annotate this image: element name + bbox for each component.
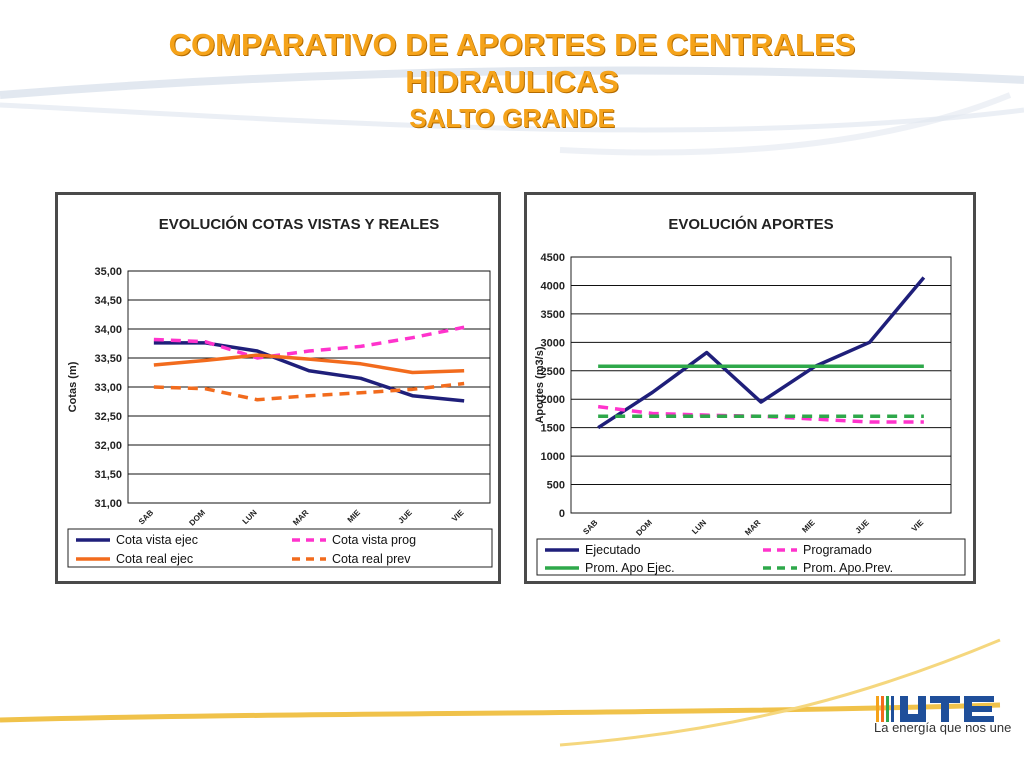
plot-area [570,256,952,514]
x-tick-label: MIE [800,518,817,535]
legend-label: Cota real ejec [116,552,193,566]
legend-label: Prom. Apo.Prev. [803,561,893,575]
legend-label: Cota vista prog [332,533,416,547]
y-tick-label: 33,50 [94,353,122,365]
page-title: COMPARATIVO DE APORTES DE CENTRALES [168,27,856,62]
y-tick-label: 1500 [541,423,565,435]
legend-label: Ejecutado [585,543,641,557]
y-tick-label: 3000 [541,337,565,349]
chart-panel-aportes: EVOLUCIÓN APORTES 0 500 1000 1500 2000 2500 300… [524,192,976,584]
y-axis-label: Cotas (m) [67,361,79,412]
legend-label: Cota vista ejec [116,533,198,547]
y-tick-label: 31,00 [94,498,122,510]
y-tick-label: 2000 [541,394,565,406]
ute-logo-mark [876,696,994,722]
series-line-programado [597,404,924,424]
chart-cotas: EVOLUCIÓN COTAS VISTAS Y REALES 31,00 31,5… [67,215,493,568]
chart-title: EVOLUCIÓN APORTES [668,215,833,233]
logo-tagline: La energía que nos une [874,720,1012,735]
x-tick-label: LUN [241,508,259,526]
y-tick-label: 4500 [541,252,565,264]
y-tick-label: 500 [547,480,565,492]
x-tick-label: MAR [743,518,762,537]
chart-aportes: EVOLUCIÓN APORTES 0 500 1000 1500 2000 2500 300… [534,215,966,576]
x-tick-label: LUN [690,518,708,536]
chart-panel-cotas: EVOLUCIÓN COTAS VISTAS Y REALES 31,00 31,5… [55,192,501,584]
y-tick-label: 32,00 [94,440,122,452]
series-line-cota-vista-prog [153,325,465,360]
x-tick-label: JUE [396,508,414,526]
page-subtitle: SALTO GRANDE [409,103,615,133]
series-line-cota-real-ejec [153,353,465,375]
y-tick-label: 32,50 [94,411,122,423]
y-tick-label: 31,50 [94,469,122,481]
legend-label: Cota real prev [332,552,411,566]
title-block: COMPARATIVO DE APORTES DE CENTRALES HIDR… [0,26,1024,136]
x-tick-label: SAB [137,508,155,526]
legend-box [536,538,966,576]
y-tick-label: 2500 [541,366,565,378]
x-tick-label: MIE [346,508,363,525]
x-tick-label: JUE [854,518,872,536]
y-tick-label: 3500 [541,309,565,321]
series-line-ejecutado [597,276,926,430]
x-tick-label: VIE [910,518,926,534]
x-tick-label: VIE [450,508,466,524]
legend-box [67,528,493,568]
chart-title: EVOLUCIÓN COTAS VISTAS Y REALES [159,215,440,233]
y-tick-label: 34,00 [94,324,122,336]
legend-label: Programado [803,543,872,557]
y-tick-label: 34,50 [94,295,122,307]
series-line-cota-real-prev [153,381,465,402]
page-title-line2: HIDRAULICAS [405,64,619,99]
y-tick-label: 1000 [541,451,565,463]
x-tick-label: MAR [291,508,310,527]
ute-logo [876,696,994,722]
y-tick-label: 4000 [541,280,565,292]
x-tick-label: SAB [581,518,599,536]
y-axis-label: Aportes (m3/s) [534,346,546,423]
y-tick-label: 33,00 [94,382,122,394]
y-tick-label: 0 [559,508,565,520]
legend-label: Prom. Apo Ejec. [585,561,675,575]
x-tick-label: DOM [187,508,207,528]
y-tick-label: 35,00 [94,266,122,278]
x-tick-label: DOM [634,518,654,538]
